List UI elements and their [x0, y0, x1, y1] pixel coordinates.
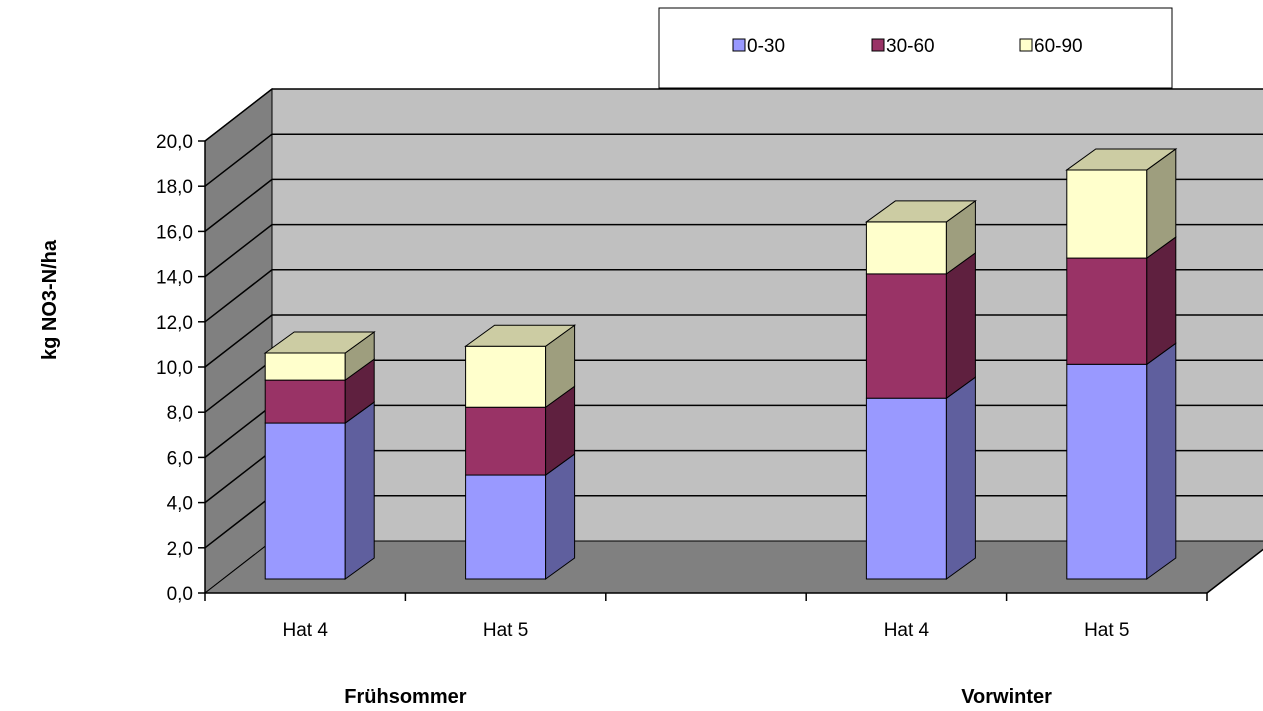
legend-swatch-60-90 — [1019, 38, 1033, 52]
y-tick-label: 4,0 — [167, 494, 193, 515]
legend-label: 0-30 — [747, 36, 785, 57]
bar-side-30-60 — [945, 251, 976, 400]
bar-segment-60-90 — [865, 221, 947, 275]
y-tick-label: 0,0 — [167, 584, 193, 605]
y-tick-label: 14,0 — [156, 268, 193, 289]
bar-top — [464, 324, 577, 347]
bar-segment-0-30 — [264, 422, 346, 580]
y-tick-label: 12,0 — [156, 313, 193, 334]
bar-segment-30-60 — [465, 406, 547, 476]
stacked-bar — [1065, 147, 1178, 580]
y-tick-label: 10,0 — [156, 358, 193, 379]
legend-label: 30-60 — [886, 36, 935, 57]
bar-segment-60-90 — [465, 345, 547, 408]
gridline — [204, 88, 1263, 142]
y-tick-label: 16,0 — [156, 222, 193, 243]
stacked-bar — [263, 331, 376, 580]
bar-segment-60-90 — [1066, 169, 1148, 259]
bar-top — [1065, 148, 1178, 171]
x-tick-label: Hat 5 — [483, 620, 528, 641]
stacked-bar — [864, 199, 977, 580]
y-tick-label: 2,0 — [167, 539, 193, 560]
bar-side-0-30 — [344, 401, 375, 580]
y-tick-label: 18,0 — [156, 177, 193, 198]
y-axis-title: kg NO3-N/ha — [39, 239, 61, 360]
gridline — [204, 178, 1263, 232]
bar-top — [864, 200, 977, 223]
bar-segment-60-90 — [264, 352, 346, 381]
bar-side-0-30 — [945, 376, 976, 580]
bar-segment-0-30 — [1066, 363, 1148, 580]
bar-side-0-30 — [1146, 342, 1177, 580]
bar-side-0-30 — [545, 453, 576, 580]
bar-segment-30-60 — [264, 379, 346, 424]
stacked-bar — [464, 324, 577, 580]
x-tick-label: Hat 4 — [884, 620, 930, 641]
gridline — [204, 133, 1263, 187]
y-tick-label: 6,0 — [167, 448, 193, 469]
legend-label: 60-90 — [1034, 36, 1083, 57]
x-tick-label: Hat 5 — [1084, 620, 1129, 641]
bar-segment-30-60 — [865, 273, 947, 399]
bar-segment-0-30 — [465, 474, 547, 580]
bar-segment-0-30 — [865, 397, 947, 580]
y-tick-label: 20,0 — [156, 132, 193, 153]
group-label: Frühsommer — [344, 686, 466, 708]
legend-swatch-30-60 — [871, 38, 885, 52]
y-tick-label: 8,0 — [167, 403, 193, 424]
bar-top — [263, 331, 376, 354]
legend-swatch-0-30 — [732, 38, 746, 52]
x-tick-label: Hat 4 — [282, 620, 328, 641]
bar-side-30-60 — [1146, 236, 1177, 366]
bar-segment-30-60 — [1066, 257, 1148, 365]
group-label: Vorwinter — [961, 686, 1052, 708]
